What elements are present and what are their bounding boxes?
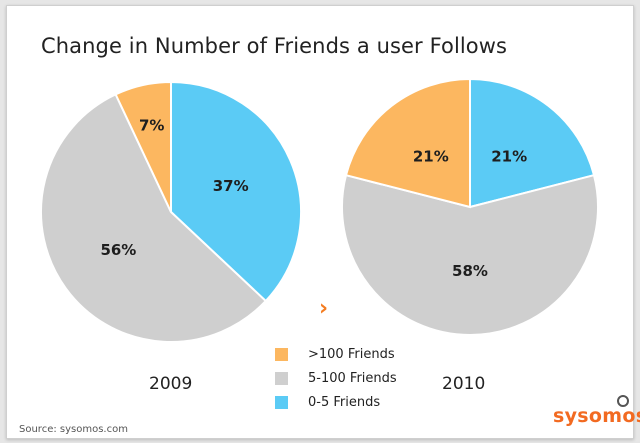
- pie-slice-2009-0: [170, 80, 302, 303]
- pie-slice-2010-0: [469, 77, 596, 209]
- slice-label-2010-2: 21%: [413, 147, 449, 165]
- year-label-2009: 2009: [149, 374, 193, 394]
- pie-slice-2009-1: [40, 93, 268, 343]
- pie-slice-2009-2: [114, 80, 172, 213]
- chart-title: Change in Number of Friends a user Follo…: [41, 34, 508, 58]
- year-label-2010: 2010: [442, 374, 486, 394]
- legend-swatch: [275, 347, 288, 361]
- pie-2009: 37% 56% 7%: [40, 80, 302, 343]
- slice-label-2009-1: 56%: [100, 241, 136, 259]
- slice-label-2009-0: 37%: [213, 177, 249, 195]
- brand-logo: sysomos: [553, 405, 640, 427]
- slice-label-2010-1: 58%: [452, 262, 488, 280]
- chart-card: Change in Number of Friends a user Follo…: [6, 5, 640, 439]
- source-note: Source: sysomos.com: [19, 424, 128, 435]
- pie-slice-2010-1: [341, 173, 599, 336]
- pie-2010: 21% 58% 21%: [341, 77, 599, 336]
- legend-swatch: [275, 371, 288, 385]
- pie-slice-2010-2: [344, 77, 471, 209]
- legend: >100 Friends 5-100 Friends 0-5 Friends: [275, 342, 397, 414]
- legend-item-0-5: 0-5 Friends: [275, 390, 397, 414]
- legend-item-over-100: >100 Friends: [275, 342, 397, 366]
- chevron-right-icon: ›: [319, 296, 329, 321]
- legend-swatch: [275, 395, 288, 409]
- pie-charts: 37% 56% 7% 21% 58% 21%: [40, 77, 599, 343]
- slice-label-2009-2: 7%: [139, 117, 164, 135]
- slice-label-2010-0: 21%: [491, 147, 527, 165]
- brand-mark-icon: [617, 395, 629, 407]
- legend-label: 0-5 Friends: [308, 394, 381, 410]
- legend-label: >100 Friends: [308, 346, 395, 362]
- legend-label: 5-100 Friends: [308, 370, 397, 386]
- legend-item-5-100: 5-100 Friends: [275, 366, 397, 390]
